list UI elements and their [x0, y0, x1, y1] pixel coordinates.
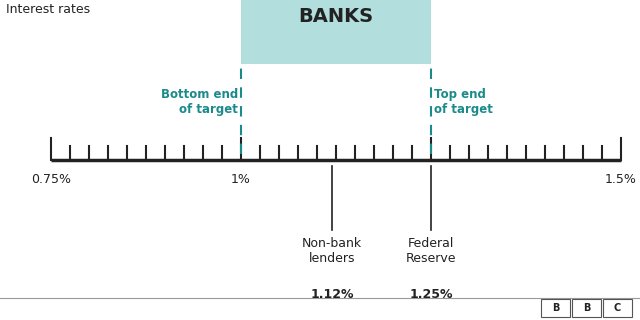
Text: Top end
of target: Top end of target	[434, 88, 493, 116]
Bar	[572, 299, 601, 317]
Text: B: B	[583, 303, 590, 313]
Bar	[241, 0, 431, 64]
Text: 1%: 1%	[231, 173, 251, 186]
Text: 1.5%: 1.5%	[605, 173, 637, 186]
Text: Non-bank
lenders: Non-bank lenders	[302, 237, 362, 265]
Text: C: C	[614, 303, 621, 313]
Text: 1.12%: 1.12%	[310, 288, 354, 301]
Text: 0.75%: 0.75%	[31, 173, 71, 186]
Bar	[603, 299, 632, 317]
Text: 1.25%: 1.25%	[409, 288, 452, 301]
Text: Bottom end
of target: Bottom end of target	[161, 88, 238, 116]
Bar	[541, 299, 570, 317]
Text: Federal
Reserve: Federal Reserve	[406, 237, 456, 265]
Text: Interest rates: Interest rates	[6, 3, 90, 16]
Text: B: B	[552, 303, 559, 313]
Text: BANKS: BANKS	[298, 6, 374, 26]
